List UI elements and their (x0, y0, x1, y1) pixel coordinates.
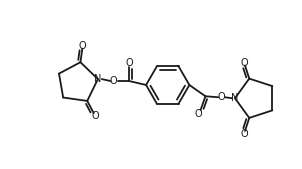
Text: N: N (231, 93, 239, 103)
Text: N: N (94, 74, 101, 84)
Text: O: O (79, 41, 87, 51)
Text: O: O (195, 109, 202, 119)
Text: O: O (217, 92, 225, 102)
Text: O: O (240, 58, 248, 68)
Text: O: O (91, 111, 99, 121)
Text: O: O (110, 76, 117, 86)
Text: O: O (126, 58, 133, 68)
Text: O: O (240, 129, 248, 139)
